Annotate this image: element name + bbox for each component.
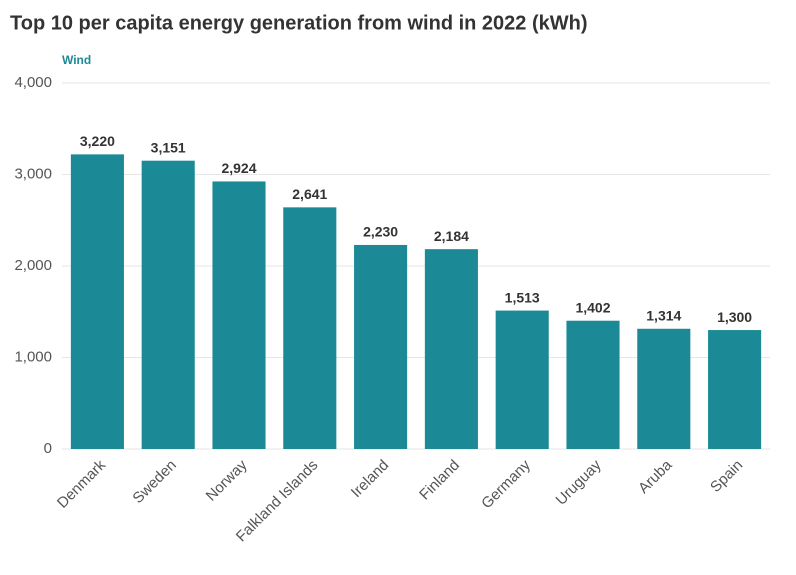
y-tick-label: 1,000 (14, 348, 52, 365)
bar (495, 310, 549, 449)
bar (708, 330, 762, 449)
x-tick-label: Norway (203, 456, 251, 504)
y-tick-label: 0 (44, 440, 52, 457)
x-tick-label: Aruba (635, 456, 676, 497)
bar (141, 160, 195, 449)
value-label: 2,230 (363, 224, 398, 240)
x-tick-label: Ireland (348, 457, 392, 501)
x-tick-label: Germany (478, 456, 534, 512)
x-tick-label: Finland (416, 457, 463, 504)
legend-entry: Wind (62, 53, 91, 67)
value-label: 1,314 (646, 307, 681, 323)
y-tick-label: 2,000 (14, 257, 52, 274)
value-label: 1,300 (717, 309, 752, 325)
value-label: 3,151 (151, 139, 186, 155)
bar (283, 207, 337, 449)
value-label: 1,402 (575, 299, 610, 315)
x-tick-label: Sweden (129, 457, 179, 507)
x-tick-label: Uruguay (553, 456, 605, 508)
chart-title: Top 10 per capita energy generation from… (10, 12, 588, 34)
x-tick-label: Spain (707, 457, 746, 496)
bar (354, 244, 408, 449)
value-label: 2,641 (292, 186, 327, 202)
bar (637, 328, 691, 449)
value-label: 2,184 (434, 228, 469, 244)
y-tick-label: 3,000 (14, 165, 52, 182)
y-tick-label: 4,000 (14, 74, 52, 91)
bar (566, 320, 620, 449)
value-label: 2,924 (221, 160, 256, 176)
bar (212, 181, 266, 450)
bar (424, 249, 478, 449)
value-label: 3,220 (80, 133, 115, 149)
x-tick-label: Denmark (54, 456, 109, 511)
bar (70, 154, 124, 449)
value-label: 1,513 (505, 289, 540, 305)
